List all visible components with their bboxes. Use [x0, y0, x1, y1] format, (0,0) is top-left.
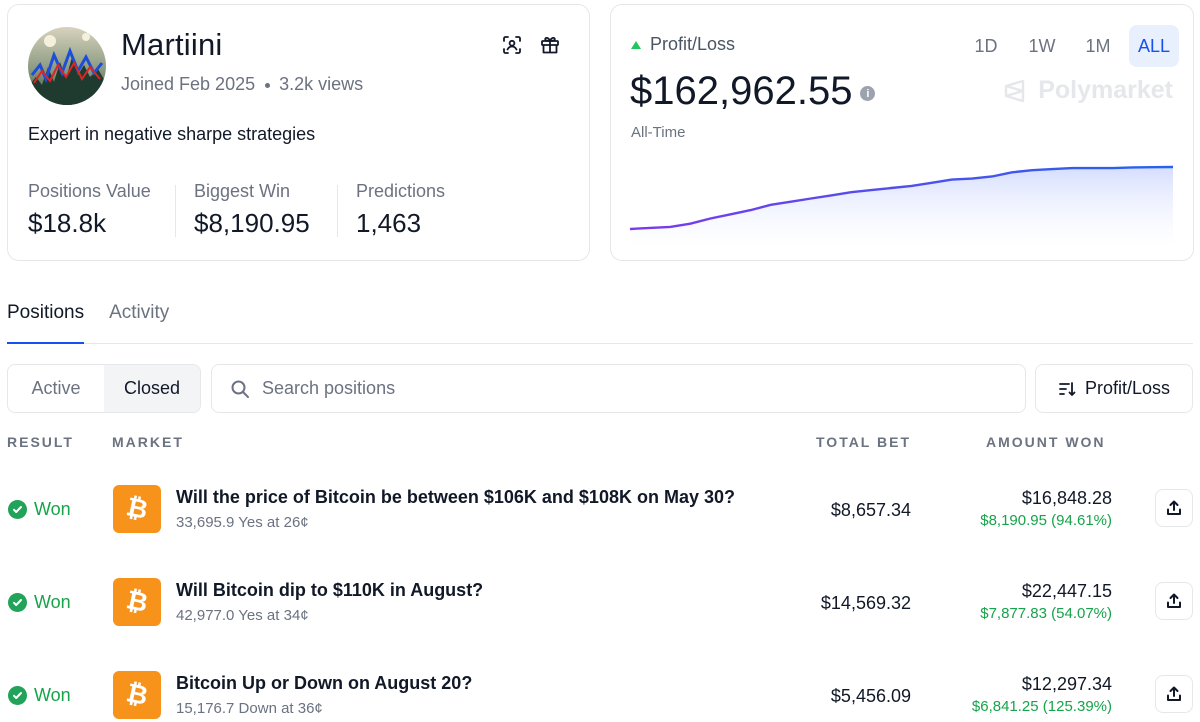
sort-icon — [1059, 381, 1076, 396]
share-icon — [1167, 593, 1181, 608]
svg-text:₿: ₿ — [124, 494, 151, 524]
pnl-area — [630, 167, 1173, 247]
stat-biggest-win: Biggest Win $8,190.95 — [194, 181, 310, 239]
search-input[interactable] — [262, 378, 1002, 399]
share-button[interactable] — [1155, 582, 1193, 620]
table-row[interactable]: Won ₿ Will Bitcoin dip to $110K in Augus… — [0, 578, 1200, 638]
range-tab-all[interactable]: ALL — [1129, 25, 1179, 67]
joined-date: Joined Feb 2025 — [121, 74, 256, 94]
polymarket-watermark: Polymarket — [1002, 76, 1173, 105]
bio: Expert in negative sharpe strategies — [28, 124, 316, 144]
pnl-period: All-Time — [631, 124, 686, 141]
bitcoin-icon[interactable]: ₿ — [113, 485, 161, 533]
market-title[interactable]: Will the price of Bitcoin be between $10… — [176, 487, 735, 507]
result-cell: Won — [8, 685, 71, 706]
svg-text:₿: ₿ — [124, 680, 151, 710]
profile-meta: Joined Feb 2025 3.2k views — [121, 74, 363, 95]
separator-dot — [265, 82, 271, 88]
pnl-card: Profit/Loss 1D 1W 1M ALL $162,962.55 i A… — [610, 4, 1194, 261]
amount-won: $22,447.15 — [1021, 581, 1112, 601]
segment-active[interactable]: Active — [31, 378, 81, 398]
svg-text:₿: ₿ — [124, 587, 151, 617]
stat-label: Biggest Win — [194, 181, 291, 201]
stat-divider — [337, 185, 338, 237]
profit-amount: $6,841.25 (125.39%) — [971, 698, 1112, 715]
check-circle-icon — [8, 686, 27, 705]
pnl-label: Profit/Loss — [631, 34, 735, 55]
market-subtitle: 15,176.7 Down at 36¢ — [176, 700, 323, 717]
tab-positions[interactable]: Positions — [7, 296, 85, 344]
header-result: RESULT — [7, 434, 74, 450]
result-cell: Won — [8, 499, 71, 520]
bitcoin-icon[interactable]: ₿ — [113, 578, 161, 626]
tab-activity[interactable]: Activity — [109, 302, 170, 323]
result-cell: Won — [8, 592, 71, 613]
sort-label: Profit/Loss — [1084, 378, 1171, 398]
share-button[interactable] — [1155, 489, 1193, 527]
header-market[interactable]: MARKET — [112, 434, 184, 450]
table-row[interactable]: Won ₿ Bitcoin Up or Down on August 20? 1… — [0, 671, 1200, 722]
search-icon — [231, 380, 249, 398]
scan-profile-icon[interactable] — [500, 33, 524, 57]
profit-amount: $7,877.83 (54.07%) — [980, 605, 1112, 622]
pnl-line — [630, 165, 1173, 231]
pnl-label-text: Profit/Loss — [650, 34, 736, 54]
pnl-value: $162,962.55 i — [630, 69, 876, 114]
market-subtitle: 33,695.9 Yes at 26¢ — [176, 514, 309, 531]
triangle-up-icon — [631, 40, 641, 49]
username: Martiini — [121, 27, 223, 62]
stat-value: 1,463 — [356, 208, 422, 238]
table-row[interactable]: Won ₿ Will the price of Bitcoin be betwe… — [0, 485, 1200, 545]
info-icon[interactable]: i — [860, 86, 876, 101]
total-bet: $14,569.32 — [820, 593, 911, 613]
result-label: Won — [34, 592, 71, 612]
avatar[interactable] — [28, 27, 106, 105]
header-amount-won[interactable]: AMOUNT WON — [986, 434, 1106, 450]
polymarket-logo-icon — [1005, 79, 1025, 102]
profit-amount: $8,190.95 (94.61%) — [980, 512, 1112, 529]
share-icon — [1167, 500, 1181, 515]
main-tabs: Positions Activity — [7, 296, 1193, 344]
profile-card: Martiini Joined Feb 2025 3.2k views Exper… — [7, 4, 590, 261]
stat-positions-value: Positions Value $18.8k — [28, 181, 151, 239]
search-box — [211, 364, 1026, 413]
check-circle-icon — [8, 500, 27, 519]
amount-won: $12,297.34 — [1021, 674, 1112, 694]
share-icon — [1167, 686, 1181, 701]
range-tab-1w[interactable]: 1W — [1028, 35, 1056, 56]
range-tab-1m[interactable]: 1M — [1085, 35, 1111, 56]
stat-value: $8,190.95 — [194, 208, 310, 238]
stat-label: Positions Value — [28, 181, 151, 201]
segment-closed[interactable]: Closed — [104, 365, 200, 412]
bitcoin-icon[interactable]: ₿ — [113, 671, 161, 719]
view-count: 3.2k views — [279, 74, 364, 94]
amount-won: $16,848.28 — [1021, 488, 1112, 508]
gift-icon[interactable] — [538, 33, 562, 57]
total-bet: $8,657.34 — [830, 500, 911, 520]
check-circle-icon — [8, 593, 27, 612]
result-label: Won — [34, 499, 71, 519]
pnl-amount: $162,962.55 — [630, 69, 853, 113]
stat-label: Predictions — [356, 181, 446, 201]
watermark-text: Polymarket — [1038, 76, 1173, 104]
market-title[interactable]: Bitcoin Up or Down on August 20? — [176, 673, 473, 693]
status-segmented-control: Active Closed — [7, 364, 201, 413]
market-subtitle: 42,977.0 Yes at 34¢ — [176, 607, 309, 624]
header-total-bet[interactable]: TOTAL BET — [816, 434, 911, 450]
total-bet: $5,456.09 — [830, 686, 911, 706]
pnl-chart — [630, 165, 1173, 247]
market-title[interactable]: Will Bitcoin dip to $110K in August? — [176, 580, 484, 600]
range-tab-1d[interactable]: 1D — [974, 35, 998, 56]
stat-divider — [175, 185, 176, 237]
sort-button[interactable]: Profit/Loss — [1035, 364, 1193, 413]
range-tabs: 1D 1W 1M ALL — [961, 25, 1179, 67]
stat-predictions: Predictions 1,463 — [356, 181, 445, 239]
stat-value: $18.8k — [28, 208, 107, 238]
share-button[interactable] — [1155, 675, 1193, 713]
result-label: Won — [34, 685, 71, 705]
